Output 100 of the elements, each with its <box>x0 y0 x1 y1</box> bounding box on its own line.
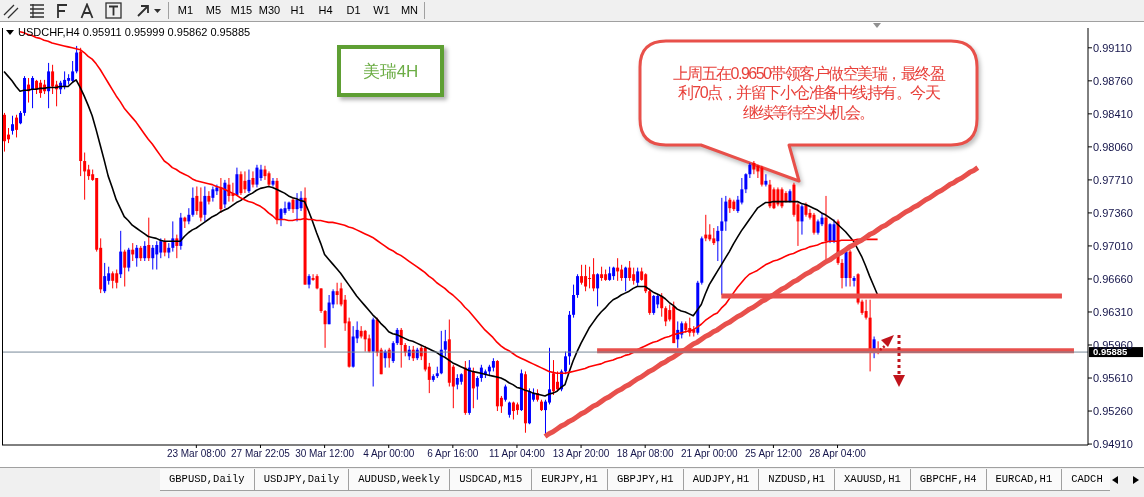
candlestick <box>716 225 720 262</box>
tab: GBPCHF,H4 <box>910 469 987 491</box>
x-tick-label: 27 Mar 22:05 <box>231 448 291 460</box>
candlestick <box>83 152 87 201</box>
y-tick-label: 0.94910 <box>1093 437 1133 450</box>
candlestick <box>652 294 656 316</box>
text: H4 <box>318 4 333 16</box>
text: M15 <box>230 4 253 16</box>
x-tick-label: 28 Apr 04:00 <box>809 448 867 460</box>
candlestick <box>159 237 163 259</box>
candlestick <box>247 169 251 194</box>
y-tick-label: 0.95610 <box>1093 371 1133 384</box>
candlestick <box>115 269 119 289</box>
tab: USDJPY,Daily <box>254 469 350 491</box>
candlestick <box>576 273 580 299</box>
candlestick <box>283 201 287 216</box>
candlestick <box>800 203 804 236</box>
candlestick <box>199 186 203 222</box>
candlestick <box>820 212 824 227</box>
x-tick-label: 23 Mar 08:00 <box>166 448 227 460</box>
tab: EURCAD,H1 <box>986 469 1063 491</box>
tab: USDCAD,M15 <box>450 469 533 491</box>
candlestick <box>263 165 267 181</box>
candlestick <box>239 170 243 196</box>
tab: GBPUSD,Daily <box>160 469 255 491</box>
candlestick <box>852 275 856 287</box>
candlestick <box>235 167 239 197</box>
candlestick <box>211 186 215 203</box>
candlestick <box>155 240 159 271</box>
candlestick <box>335 282 339 305</box>
tab: AUDJPY,H1 <box>683 469 760 491</box>
annotation: 上周五在0.9650带领客户做空美瑞，最终盈利70点，并留下小仓准备中线持有。今天继续等待空头机会。 <box>672 64 945 121</box>
text: MN <box>400 4 419 16</box>
x-tick-label: 30 Mar 12:00 <box>295 448 355 460</box>
candlestick <box>31 75 35 109</box>
candlestick <box>588 266 592 289</box>
candlestick <box>572 284 576 319</box>
candlestick <box>580 264 584 286</box>
candlestick <box>443 329 447 357</box>
candlestick <box>596 272 600 307</box>
text: M1 <box>177 4 194 16</box>
candlestick <box>51 64 55 95</box>
y-tick-label: 0.98060 <box>1093 140 1133 153</box>
tab: CADCH <box>1062 469 1110 491</box>
candlestick <box>255 164 259 188</box>
candlestick <box>628 260 632 282</box>
x-tick-label: 13 Apr 20:00 <box>552 448 610 460</box>
candlestick <box>752 160 756 175</box>
candlestick <box>363 329 367 353</box>
candlestick <box>584 264 588 292</box>
candlestick <box>75 45 79 74</box>
candlestick <box>780 186 784 209</box>
candlestick <box>243 170 247 194</box>
text: W1 <box>373 4 390 16</box>
candlestick <box>760 165 764 187</box>
candlestick <box>592 257 596 292</box>
candlestick <box>15 114 19 138</box>
y-tick-label: 0.98760 <box>1093 74 1133 87</box>
x-tick-label: 21 Apr 00:00 <box>680 448 739 460</box>
text: D1 <box>346 4 361 16</box>
candlestick <box>828 222 832 244</box>
annotation: 美瑞4H <box>362 60 419 83</box>
y-tick-label: 0.96310 <box>1093 305 1133 318</box>
x-tick-label: 6 Apr 16:00 <box>427 448 479 460</box>
candlestick <box>636 267 640 287</box>
tab: XAUUSD,H1 <box>835 469 911 491</box>
text: M30 <box>258 4 281 16</box>
candlestick <box>295 192 299 222</box>
candlestick <box>127 247 131 272</box>
y-tick-label: 0.97710 <box>1093 173 1133 186</box>
candlestick <box>475 375 479 401</box>
candlestick <box>47 62 51 109</box>
candlestick <box>724 195 728 232</box>
candlestick <box>664 305 668 327</box>
y-tick-label: 0.96660 <box>1093 272 1133 285</box>
chart-title: USDCHF,H4 0.95911 0.95999 0.95862 0.95885 <box>18 26 251 38</box>
candlestick <box>191 186 195 218</box>
candlestick <box>271 177 275 187</box>
tab: EURJPY,H1 <box>532 469 608 491</box>
candlestick <box>195 186 199 216</box>
candlestick <box>147 217 151 262</box>
candlestick <box>824 195 828 262</box>
y-tick-label: 0.99110 <box>1093 41 1132 54</box>
text: M5 <box>205 4 222 16</box>
y-tick-label: 0.97360 <box>1093 206 1133 219</box>
candlestick <box>720 197 724 296</box>
candlestick <box>207 190 211 205</box>
y-tick-label: 0.98410 <box>1093 107 1133 120</box>
candlestick <box>135 244 139 268</box>
tab: GBPJPY,H1 <box>607 469 684 491</box>
candlestick <box>123 249 127 287</box>
candlestick <box>624 266 628 292</box>
candlestick <box>219 177 223 214</box>
candlestick <box>259 164 263 182</box>
candlestick <box>768 179 772 209</box>
candlestick <box>471 367 475 409</box>
candlestick <box>11 115 15 136</box>
x-tick-label: 11 Apr 04:00 <box>488 448 546 460</box>
text: H1 <box>290 4 305 16</box>
candlestick <box>203 186 207 222</box>
